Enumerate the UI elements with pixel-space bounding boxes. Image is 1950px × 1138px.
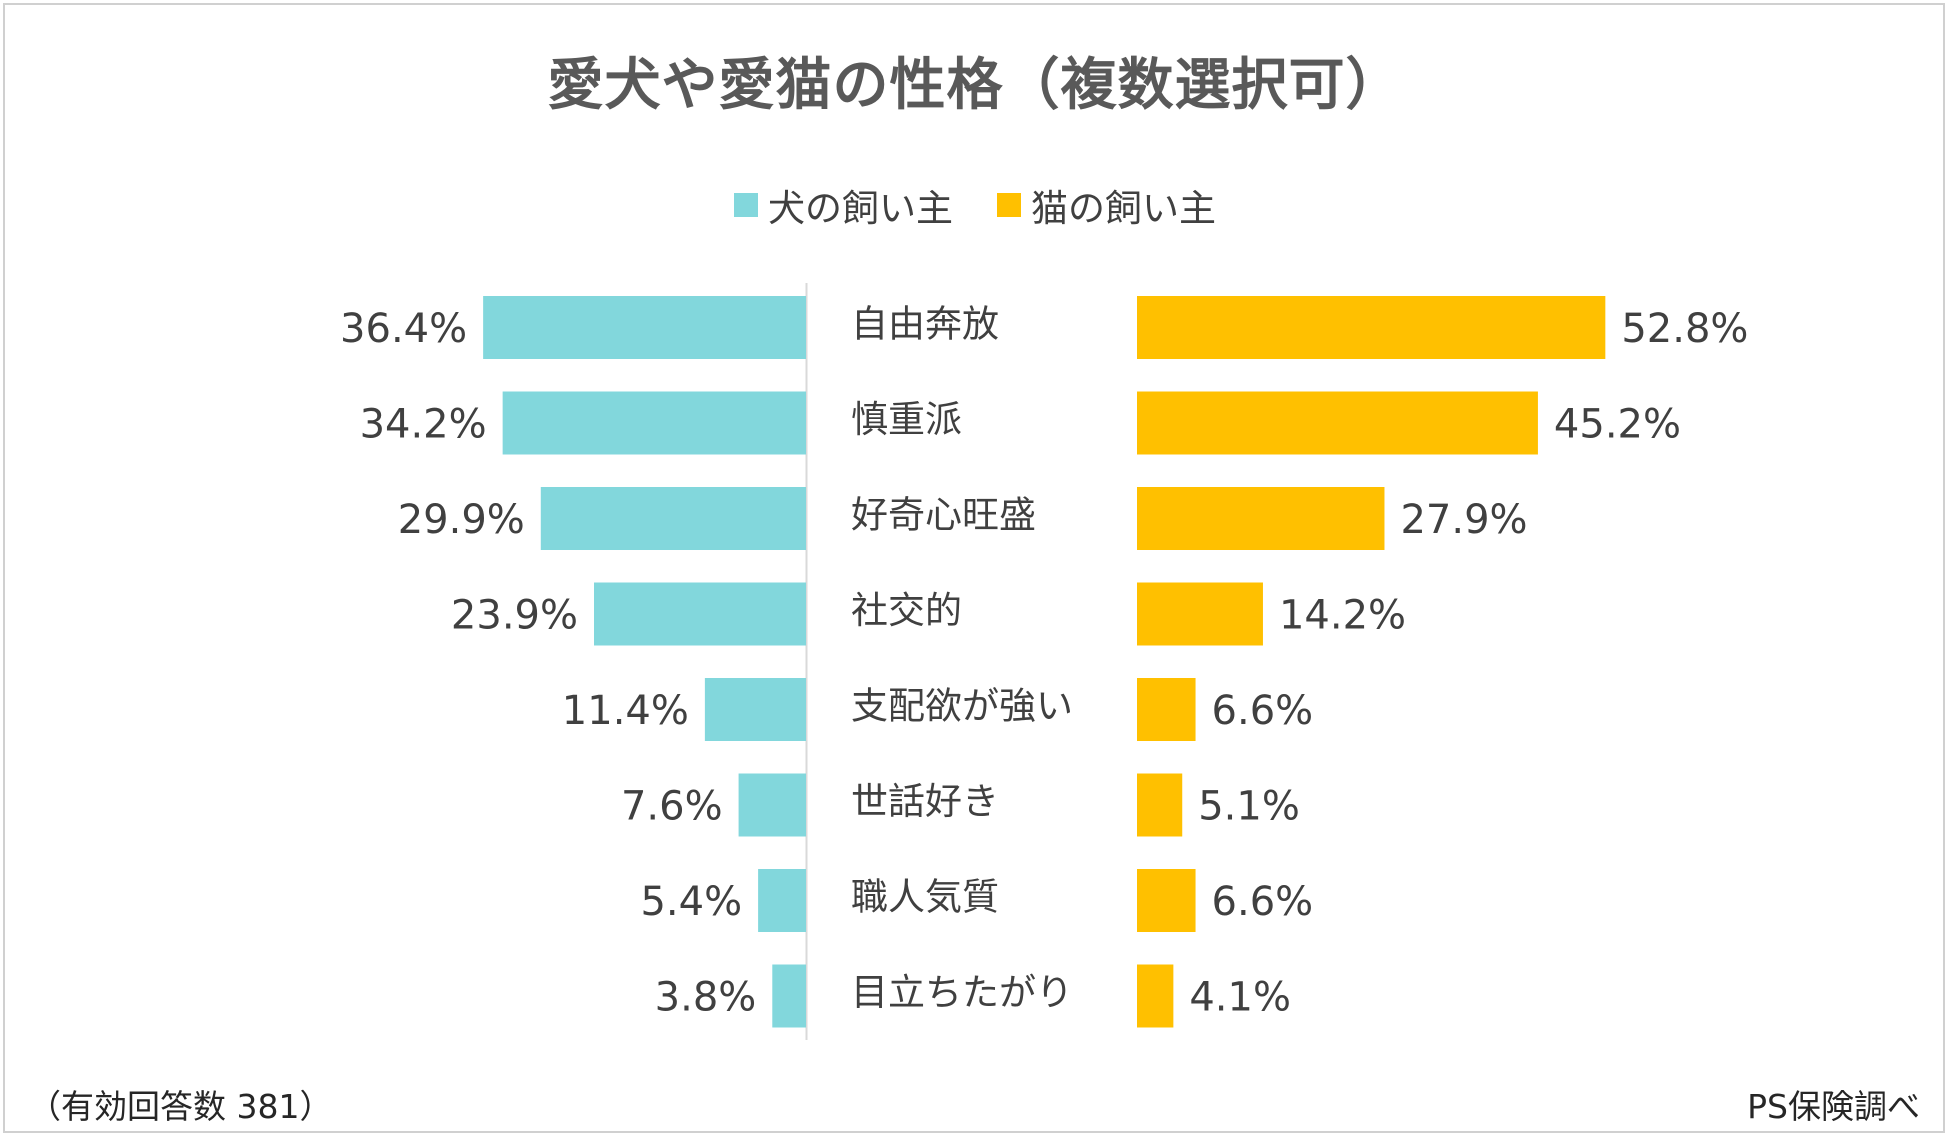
dog-value-label-1: 36.4% bbox=[340, 306, 467, 352]
dog-bar-2 bbox=[502, 391, 806, 455]
dog-value-label-2: 34.2% bbox=[360, 401, 487, 447]
category-label-4: 社交的 bbox=[851, 589, 962, 632]
dog-bar-8 bbox=[772, 964, 806, 1028]
dog-value-label-5: 11.4% bbox=[562, 688, 689, 734]
category-label-3: 好奇心旺盛 bbox=[851, 494, 1036, 537]
cat-bar-8 bbox=[1137, 964, 1174, 1028]
cat-bar-4 bbox=[1137, 582, 1263, 646]
dog-bar-1 bbox=[483, 296, 806, 359]
cat-value-label-6: 5.1% bbox=[1198, 783, 1300, 829]
sample-size-note: （有効回答数 381） bbox=[28, 1087, 333, 1126]
cat-value-label-8: 4.1% bbox=[1189, 974, 1291, 1020]
chart-frame bbox=[3, 3, 1945, 1133]
dog-value-label-6: 7.6% bbox=[621, 783, 723, 829]
cat-bar-6 bbox=[1137, 773, 1183, 837]
cat-value-label-1: 52.8% bbox=[1621, 306, 1748, 352]
dog-value-label-3: 29.9% bbox=[398, 497, 525, 543]
cat-value-label-4: 14.2% bbox=[1279, 592, 1406, 638]
category-label-7: 職人気質 bbox=[851, 876, 999, 919]
cat-value-label-7: 6.6% bbox=[1212, 879, 1314, 925]
legend-label-dog: 犬の飼い主 bbox=[768, 187, 953, 230]
cat-value-label-3: 27.9% bbox=[1400, 497, 1527, 543]
cat-value-label-2: 45.2% bbox=[1554, 401, 1681, 447]
legend-swatch-dog bbox=[734, 193, 758, 217]
category-label-2: 慎重派 bbox=[851, 398, 962, 441]
legend-label-cat: 猫の飼い主 bbox=[1031, 187, 1216, 230]
source-credit: PS保険調べ bbox=[1747, 1087, 1920, 1126]
dog-value-label-7: 5.4% bbox=[640, 879, 742, 925]
category-label-1: 自由奔放 bbox=[851, 303, 999, 346]
cat-bar-1 bbox=[1137, 296, 1606, 359]
legend-swatch-cat bbox=[997, 193, 1021, 217]
cat-value-label-5: 6.6% bbox=[1212, 688, 1314, 734]
category-label-5: 支配欲が強い bbox=[851, 685, 1073, 728]
chart-title: 愛犬や愛猫の性格（複数選択可） bbox=[547, 53, 1403, 118]
dog-bar-7 bbox=[758, 869, 806, 932]
dog-bar-5 bbox=[704, 678, 806, 741]
legend-item-dog: 犬の飼い主 bbox=[734, 178, 953, 232]
cat-bar-7 bbox=[1137, 869, 1196, 932]
category-label-6: 世話好き bbox=[851, 780, 999, 823]
dog-value-label-8: 3.8% bbox=[655, 974, 757, 1020]
dog-bar-4 bbox=[594, 582, 806, 646]
category-label-8: 目立ちたがり bbox=[851, 971, 1073, 1014]
dog-bar-3 bbox=[540, 487, 806, 550]
dog-value-label-4: 23.9% bbox=[451, 592, 578, 638]
cat-bar-5 bbox=[1137, 678, 1196, 741]
dog-bar-6 bbox=[738, 773, 806, 837]
cat-bar-2 bbox=[1137, 391, 1538, 455]
legend-item-cat: 猫の飼い主 bbox=[997, 178, 1216, 232]
cat-bar-3 bbox=[1137, 487, 1385, 550]
legend: 犬の飼い主 猫の飼い主 bbox=[0, 178, 1950, 232]
